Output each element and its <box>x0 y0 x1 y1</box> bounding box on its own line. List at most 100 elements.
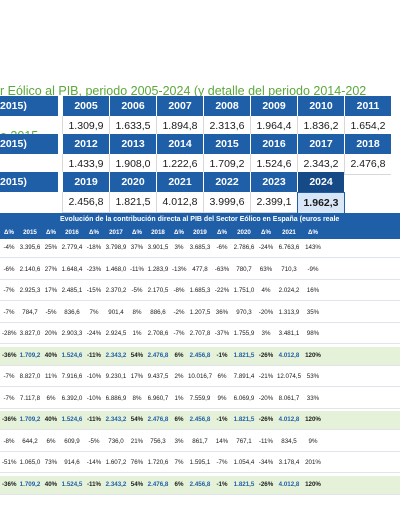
value-cell: 1.755,9 <box>233 330 255 337</box>
delta-cell: 54% <box>130 351 144 359</box>
delta-cell: 16% <box>306 287 320 294</box>
value-cell: 8.061,7 <box>278 394 300 402</box>
table-row: -51% 1.065,0 73% 914,6 -14% 1.607,2 76% 1.720,6… <box>0 454 400 473</box>
summary-value-2022: 3.999,6 <box>203 192 250 213</box>
table-total-row: -36% 1.709,2 40% 1.524,6 -11% 2.343,2 54% 2.476… <box>0 346 400 366</box>
delta-cell: 53% <box>306 373 320 380</box>
value-cell: 1.821,5 <box>233 351 255 359</box>
value-cell: 7.891,4 <box>233 373 255 380</box>
value-cell: 9.230,1 <box>105 373 127 380</box>
table-row: -7% 784,7 -5% 836,6 7% 901,4 8% 886,6 -2% 1.207,5… <box>0 304 400 323</box>
delta-cell: -11% <box>86 351 102 359</box>
value-cell: 2.924,5 <box>105 330 127 337</box>
summary-year-2022: 2022 <box>203 172 250 192</box>
detail-header-row: Δ% 2015 Δ% 2016 Δ% 2017 Δ% 2018 Δ% 2019 Δ% 2020 Δ% 20… <box>0 227 400 239</box>
delta-cell: -5% <box>45 308 57 316</box>
summary-row-label: 2015) <box>0 172 58 192</box>
delta-cell: -36% <box>2 416 17 423</box>
delta-cell: 3% <box>174 244 184 251</box>
delta-cell: 3% <box>261 330 271 337</box>
value-cell: 2.456,8 <box>189 416 211 423</box>
delta-cell: 25% <box>44 244 58 251</box>
summary-value-2021: 4.012,8 <box>156 192 203 213</box>
value-cell: 886,6 <box>150 308 166 316</box>
summary-year-2020: 2020 <box>109 172 156 192</box>
value-cell: 1.595,1 <box>189 459 211 466</box>
delta-cell: 14% <box>215 437 229 445</box>
value-cell: 2.707,8 <box>189 330 211 337</box>
delta-cell: -8% <box>3 437 15 445</box>
value-cell: 1.751,0 <box>233 287 255 294</box>
value-cell: 1.065,0 <box>19 459 41 466</box>
value-cell: 1.283,9 <box>147 265 169 273</box>
delta-cell: -21% <box>258 373 274 380</box>
delta-cell: 98% <box>306 330 320 337</box>
summary-year-2018: 2018 <box>344 134 391 154</box>
delta-cell: 6% <box>174 351 184 359</box>
summary-value-2023: 2.399,1 <box>250 192 297 213</box>
header-delta: Δ% <box>261 229 271 236</box>
table-row: -7% 7.117,8 6% 6.392,0 -10% 6.886,9 8% 6.960,7 1… <box>0 390 400 409</box>
value-cell: 8.827,0 <box>19 373 41 380</box>
summary-row-label: 2015) <box>0 96 58 116</box>
summary-year-2016: 2016 <box>250 134 297 154</box>
value-cell: 2.476,8 <box>147 351 169 359</box>
value-cell: 784,7 <box>22 308 38 316</box>
delta-cell: -23% <box>86 265 102 273</box>
delta-cell: -37% <box>214 330 230 337</box>
value-cell: 756,3 <box>150 437 166 445</box>
delta-cell: 9% <box>217 394 227 402</box>
delta-cell: 6% <box>174 416 184 423</box>
value-cell: 4.012,8 <box>278 416 300 423</box>
delta-cell: -1% <box>216 416 228 423</box>
delta-cell: 7% <box>174 459 184 466</box>
delta-cell: -20% <box>258 394 274 402</box>
header-delta: Δ% <box>132 229 142 236</box>
value-cell: 2.476,8 <box>147 480 169 488</box>
value-cell: 3.901,5 <box>147 244 169 251</box>
detail-title: Evolución de la contribución directa al … <box>60 216 340 223</box>
delta-cell: -8% <box>173 287 185 294</box>
delta-cell: 21% <box>130 437 144 445</box>
summary-year-2005: 2005 <box>62 96 109 116</box>
summary-row-label: 2015) <box>0 134 58 154</box>
value-cell: 2.140,6 <box>19 265 41 273</box>
value-cell: 2.476,8 <box>147 416 169 423</box>
table-total-row: -36% 1.709,2 40% 1.524,6 -11% 2.343,2 54% 2.476… <box>0 411 400 430</box>
delta-cell: -26% <box>258 480 274 488</box>
value-cell: 6.392,0 <box>61 394 83 402</box>
delta-cell: 54% <box>130 480 144 488</box>
header-delta: Δ% <box>89 229 99 236</box>
delta-cell: 20% <box>44 330 58 337</box>
summary-year-2008: 2008 <box>203 96 250 116</box>
delta-cell: -7% <box>173 330 185 337</box>
delta-cell: -6% <box>216 244 228 251</box>
detail-title-bar: Evolución de la contribución directa al … <box>0 213 400 227</box>
value-cell: 6.886,9 <box>105 394 127 402</box>
value-cell: 4.012,8 <box>278 480 300 488</box>
delta-cell: -13% <box>172 265 187 273</box>
summary-value-2018: 2.476,8 <box>344 154 391 175</box>
delta-cell: 201% <box>305 459 321 466</box>
header-year-2020: 2020 <box>237 229 251 236</box>
value-cell: 2.370,2 <box>105 287 127 294</box>
delta-cell: 6% <box>46 394 56 402</box>
value-cell: 1.524,5 <box>61 480 83 488</box>
delta-cell: -15% <box>86 287 102 294</box>
delta-cell: 1% <box>174 394 184 402</box>
header-year-2017: 2017 <box>109 229 123 236</box>
delta-cell: -6% <box>3 265 15 273</box>
delta-cell: -51% <box>2 459 17 466</box>
page-title: r Eólico al PIB, periodo 2005-2024 (y de… <box>0 54 400 159</box>
delta-cell: -18% <box>86 244 102 251</box>
delta-cell: 54% <box>130 416 144 423</box>
summary-value-2019: 2.456,8 <box>62 192 109 213</box>
value-cell: 1.648,4 <box>61 265 83 273</box>
value-cell: 3.685,3 <box>189 244 211 251</box>
value-cell: 1.821,5 <box>233 416 255 423</box>
delta-cell: -7% <box>3 394 15 402</box>
summary-year-2006: 2006 <box>109 96 156 116</box>
delta-cell: 3% <box>174 437 184 445</box>
delta-cell: -28% <box>2 330 17 337</box>
header-delta: Δ% <box>46 229 56 236</box>
